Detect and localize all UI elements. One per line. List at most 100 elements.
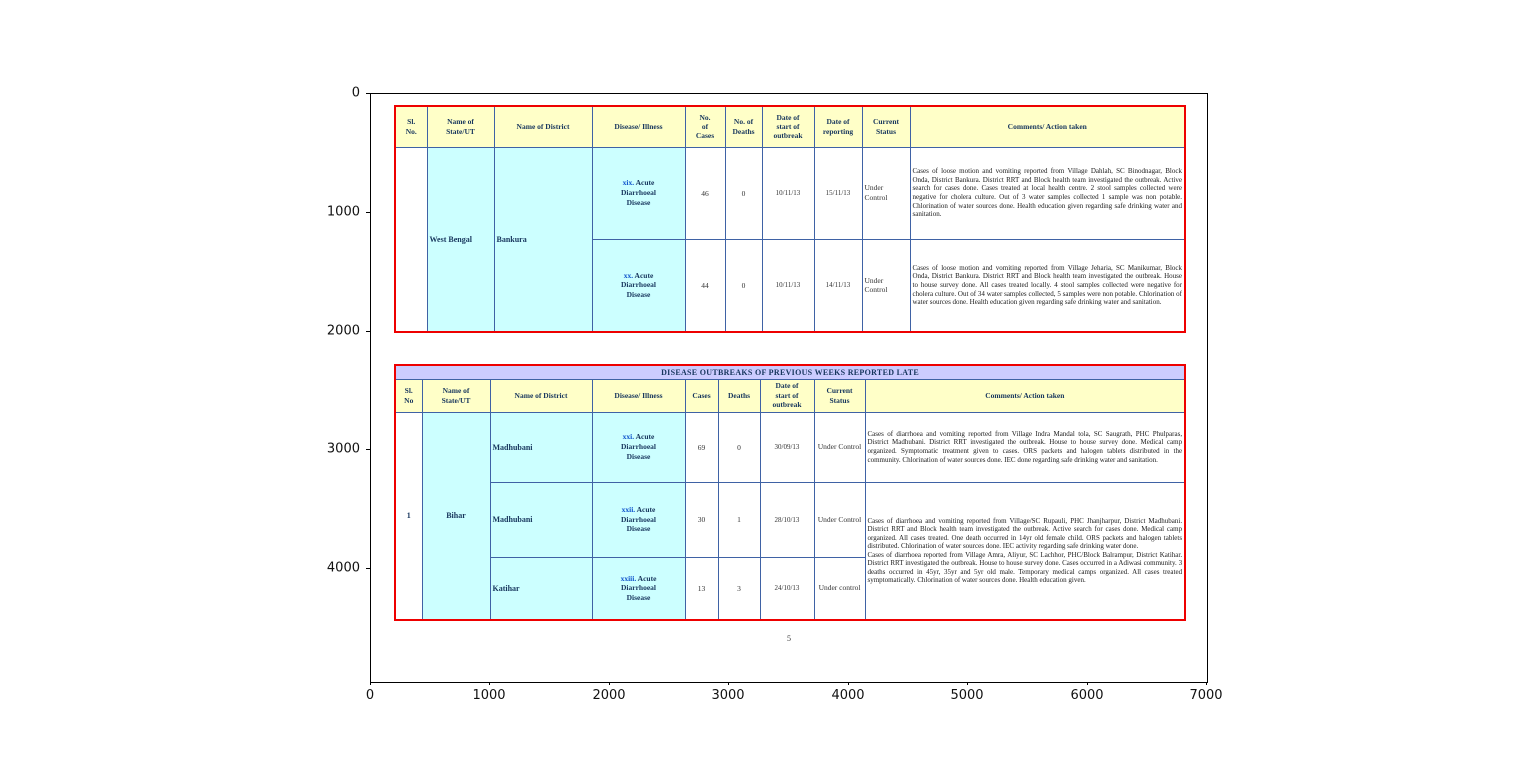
- cell-comments: Cases of loose motion and vomiting repor…: [909, 238, 1186, 333]
- cell-cases: 13: [684, 556, 719, 621]
- x-tick-mark: [1206, 681, 1207, 685]
- cell-disease: xxii. Acute Diarrhoeal Disease: [591, 481, 686, 558]
- header-sl-no: Sl. No.: [394, 105, 428, 148]
- table-row: West Bengal Bankura xix. Acute Diarrhoea…: [394, 146, 1186, 333]
- plot-area: Sl. No. Name of State/UT Name of Distric…: [370, 93, 1208, 683]
- serial-roman: xix.: [622, 178, 635, 188]
- cell-disease: xix. Acute Diarrhoeal Disease: [591, 146, 686, 240]
- cell-district: Madhubani: [489, 481, 593, 558]
- x-tick-label: 7000: [1189, 688, 1223, 703]
- header-state: Name of State/UT: [426, 105, 495, 148]
- serial-roman: xx.: [623, 270, 634, 280]
- cell-status: Under control: [813, 556, 866, 621]
- serial-roman: xxiii.: [620, 573, 637, 583]
- cell-status: Under Control: [813, 481, 866, 558]
- header-disease: Disease/ Illness: [591, 105, 686, 148]
- disease-label: xxiii. Acute Diarrhoeal Disease: [610, 574, 668, 603]
- cell-disease: xx. Acute Diarrhoeal Disease: [591, 238, 686, 333]
- y-tick-label: 0: [351, 85, 360, 101]
- x-tick-mark: [489, 681, 490, 685]
- cell-deaths: 0: [717, 411, 761, 483]
- cell-cases: 30: [684, 481, 719, 558]
- cell-district: Bankura: [493, 146, 593, 333]
- header-sl-no: Sl. No: [394, 378, 423, 413]
- disease-name: Acute Diarrhoeal Disease: [621, 178, 656, 207]
- x-tick-label: 0: [365, 688, 375, 703]
- disease-name: Acute Diarrhoeal Disease: [621, 504, 656, 534]
- cell-cases: 46: [684, 146, 726, 240]
- header-cases: No. of Cases: [684, 105, 726, 148]
- disease-label: xxi. Acute Diarrhoeal Disease: [610, 432, 668, 461]
- table-row: Madhubani xxii. Acute Diarrhoeal Disease…: [395, 481, 1186, 621]
- header-disease: Disease/ Illness: [591, 378, 686, 413]
- header-state: Name of State/UT: [421, 378, 491, 413]
- cell-start-date: 10/11/13: [761, 238, 815, 333]
- y-tick-mark: [366, 93, 370, 94]
- x-tick-mark: [728, 681, 729, 685]
- disease-label: xxii. Acute Diarrhoeal Disease: [610, 505, 668, 534]
- cell-disease: xxi. Acute Diarrhoeal Disease: [591, 411, 686, 483]
- table-header-row: Sl. No Name of State/UT Name of District…: [394, 378, 1186, 413]
- cell-status: Under Control: [861, 238, 911, 333]
- y-tick-mark: [366, 449, 370, 450]
- document-page: Sl. No. Name of State/UT Name of Distric…: [371, 94, 1207, 682]
- x-tick-label: 3000: [711, 688, 745, 703]
- cell-start-date: 10/11/13: [761, 146, 815, 240]
- header-district: Name of District: [489, 378, 593, 413]
- late-reported-outbreaks-table: DISEASE OUTBREAKS OF PREVIOUS WEEKS REPO…: [394, 364, 1187, 621]
- header-cases: Cases: [684, 378, 719, 413]
- y-tick-label: 1000: [326, 204, 360, 220]
- disease-name: Acute Diarrhoeal Disease: [621, 573, 657, 603]
- cell-deaths: 0: [724, 238, 763, 333]
- y-tick-label: 3000: [326, 441, 360, 457]
- cell-district: Madhubani: [489, 411, 593, 483]
- cell-district: Katihar: [489, 556, 593, 621]
- header-start-date: Date of start of outbreak: [761, 105, 815, 148]
- cell-cases: 44: [684, 238, 726, 333]
- table-row: Katihar xxiii. Acute Diarrhoeal Disease …: [395, 556, 1185, 621]
- cell-deaths: 3: [717, 556, 761, 621]
- page-number: 5: [787, 634, 791, 643]
- table-header-row: Sl. No. Name of State/UT Name of Distric…: [394, 105, 1186, 148]
- x-tick-mark: [848, 681, 849, 685]
- y-tick-label: 4000: [326, 560, 360, 576]
- cell-comments: Cases of diarrhoea and vomiting reported…: [864, 481, 1186, 621]
- serial-roman: xxii.: [621, 504, 636, 514]
- comments-paragraph: Cases of diarrhoea and vomiting reported…: [867, 516, 1183, 551]
- header-status: Current Status: [813, 378, 866, 413]
- x-tick-mark: [1087, 681, 1088, 685]
- cell-sl-no: 1: [394, 411, 423, 621]
- current-outbreaks-table: Sl. No. Name of State/UT Name of Distric…: [394, 105, 1186, 333]
- cell-status: Under Control: [813, 411, 866, 483]
- header-district: Name of District: [493, 105, 593, 148]
- header-comments: Comments/ Action taken: [864, 378, 1186, 413]
- x-tick-label: 4000: [831, 688, 865, 703]
- serial-roman: xxi.: [622, 432, 635, 442]
- cell-start-date: 28/10/13: [759, 481, 815, 558]
- x-tick-mark: [370, 681, 371, 685]
- disease-name: Acute Diarrhoeal Disease: [621, 270, 656, 300]
- x-tick-mark: [967, 681, 968, 685]
- cell-sl-no: [394, 146, 428, 333]
- header-comments: Comments/ Action taken: [909, 105, 1186, 148]
- y-tick-mark: [366, 568, 370, 569]
- header-reporting: Date of reporting: [813, 105, 863, 148]
- y-tick-mark: [366, 212, 370, 213]
- cell-state: Bihar: [421, 411, 491, 621]
- disease-label: xx. Acute Diarrhoeal Disease: [610, 271, 668, 300]
- table-row: 1 Bihar Madhubani xxi. Acute Diarrhoeal …: [394, 411, 1186, 621]
- cell-comments: Cases of diarrhoea and vomiting reported…: [864, 411, 1186, 483]
- x-tick-label: 5000: [950, 688, 984, 703]
- disease-label: xix. Acute Diarrhoeal Disease: [610, 178, 668, 207]
- y-tick-label: 2000: [326, 323, 360, 339]
- cell-state: West Bengal: [426, 146, 495, 333]
- header-start-date: Date of start of outbreak: [759, 378, 815, 413]
- cell-reporting-date: 14/11/13: [813, 238, 863, 333]
- cell-start-date: 30/09/13: [759, 411, 815, 483]
- cell-status: Under Control: [861, 146, 911, 240]
- table-title: DISEASE OUTBREAKS OF PREVIOUS WEEKS REPO…: [394, 364, 1186, 380]
- cell-disease: xxiii. Acute Diarrhoeal Disease: [591, 556, 686, 621]
- cell-comments: Cases of loose motion and vomiting repor…: [909, 146, 1186, 240]
- header-status: Current Status: [861, 105, 911, 148]
